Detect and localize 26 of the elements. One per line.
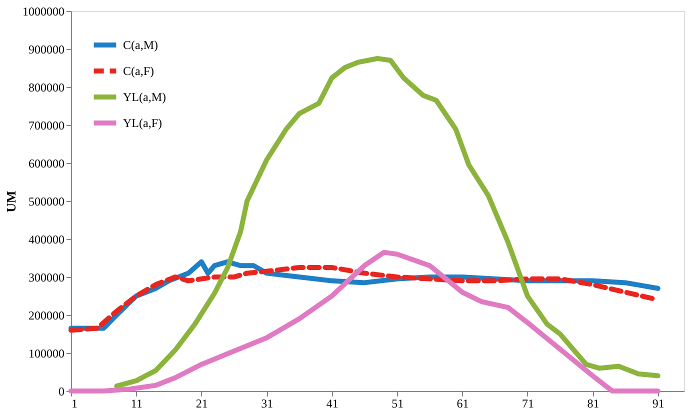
y-tick-label: 900000	[28, 42, 64, 56]
y-tick-label: 500000	[28, 194, 64, 208]
x-tick-label: 41	[326, 396, 338, 410]
y-tick-label: 1000000	[22, 4, 64, 18]
y-tick-label: 200000	[28, 308, 64, 322]
x-tick-label: 21	[196, 396, 208, 410]
y-tick-label: 300000	[28, 270, 64, 284]
y-tick-label: 700000	[28, 118, 64, 132]
legend-label: C(a,M)	[123, 38, 158, 52]
y-tick-label: 800000	[28, 80, 64, 94]
x-tick-label: 71	[522, 396, 534, 410]
x-tick-label: 51	[392, 396, 404, 410]
legend-label: YL(a,M)	[123, 90, 166, 104]
x-tick-label: 1	[72, 396, 78, 410]
y-tick-label: 600000	[28, 156, 64, 170]
y-axis-title: UM	[4, 190, 18, 212]
y-tick-label: 0	[58, 384, 64, 398]
y-tick-label: 100000	[28, 346, 64, 360]
x-tick-label: 11	[130, 396, 142, 410]
x-tick-label: 61	[456, 396, 469, 410]
legend-label: YL(a,F)	[123, 116, 162, 130]
legend-label: C(a,F)	[123, 64, 154, 78]
x-tick-label: 81	[587, 396, 600, 410]
y-tick-label: 400000	[28, 232, 64, 246]
x-tick-label: 91	[652, 396, 664, 410]
x-tick-label: 31	[261, 396, 274, 410]
